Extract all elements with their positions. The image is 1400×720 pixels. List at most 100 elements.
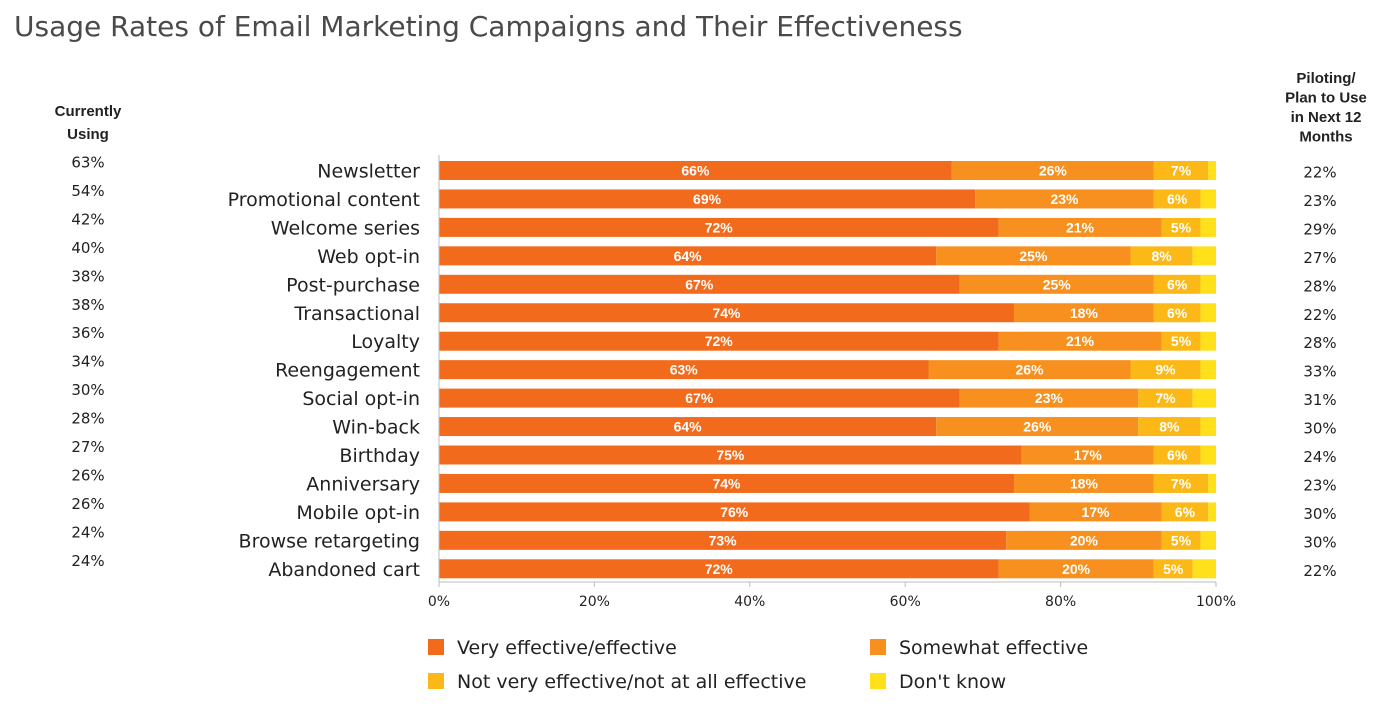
data-label: 73%: [709, 532, 738, 548]
piloting-header: Piloting/Plan to Use in Next 12 Months: [1285, 70, 1367, 146]
currently-using-value: 54%: [71, 182, 104, 200]
data-label: 7%: [1171, 163, 1192, 179]
data-label: 17%: [1082, 504, 1111, 520]
bar-segment: [1200, 303, 1216, 323]
bar-segment: [998, 559, 1154, 579]
data-label: 69%: [693, 191, 722, 207]
bar-segment: [1161, 331, 1201, 351]
bar-segment: [998, 217, 1162, 237]
data-label: 72%: [705, 561, 734, 577]
piloting-value: 22%: [1303, 164, 1336, 182]
data-label: 21%: [1066, 333, 1095, 349]
currently-using-value: 38%: [71, 267, 104, 285]
legend-swatch: [428, 673, 444, 689]
chart-title: Usage Rates of Email Marketing Campaigns…: [14, 10, 963, 43]
bar-segment: [1208, 161, 1216, 180]
bar-segment: [1153, 161, 1209, 180]
data-label: 72%: [705, 333, 734, 349]
bar-segment: [1161, 530, 1201, 550]
x-axis: 0% 20% 40% 60% 80% 100%: [428, 155, 1236, 610]
bar-segment: [1208, 473, 1216, 493]
bar-segment: [439, 246, 937, 266]
bar-segment: [959, 274, 1154, 294]
data-label: 7%: [1171, 475, 1192, 491]
data-label: 76%: [720, 504, 749, 520]
legend-item-label: Very effective/effective: [457, 637, 677, 659]
x-tick-label: 40%: [734, 594, 765, 610]
legend-swatch: [870, 639, 886, 655]
currently-using-header-line: Using: [67, 126, 109, 143]
data-label: 5%: [1171, 532, 1192, 548]
data-label: 5%: [1171, 333, 1192, 349]
currently-using-header-line: Currently: [55, 103, 122, 120]
data-label: 6%: [1167, 276, 1188, 292]
data-label: 26%: [1016, 362, 1045, 378]
data-label: 17%: [1074, 447, 1103, 463]
currently-using-value: 26%: [71, 466, 104, 484]
bar-segment: [439, 473, 1014, 493]
piloting-value: 30%: [1303, 533, 1336, 551]
category-label: Mobile opt-in: [296, 502, 420, 524]
bar-segment: [1153, 473, 1209, 493]
bar-segment: [1200, 530, 1216, 550]
bar-segment: [1192, 388, 1216, 408]
data-label: 6%: [1175, 504, 1196, 520]
currently-using-value: 38%: [71, 296, 104, 314]
bar-segment: [1200, 331, 1216, 351]
category-label: Newsletter: [317, 161, 420, 183]
legend-item-label: Somewhat effective: [899, 637, 1088, 659]
currently-using-value: 26%: [71, 495, 104, 513]
bar-segment: [1130, 246, 1193, 266]
data-label: 20%: [1070, 532, 1099, 548]
legend: Very effective/effective Somewhat effecti…: [428, 637, 1088, 693]
piloting-value: 28%: [1303, 277, 1336, 295]
category-label: Welcome series: [271, 217, 420, 239]
x-tick-label: 20%: [579, 594, 610, 610]
data-label: 18%: [1070, 475, 1099, 491]
x-tick-label: 80%: [1045, 594, 1076, 610]
bar-segment: [928, 360, 1131, 380]
bar-segment: [439, 388, 960, 408]
piloting-value: 27%: [1303, 249, 1336, 267]
piloting-value: 23%: [1303, 476, 1336, 494]
bar-segment: [1200, 189, 1216, 209]
category-label: Social opt-in: [302, 388, 420, 410]
bar-segment: [998, 331, 1162, 351]
data-label: 5%: [1171, 219, 1192, 235]
legend-item-label: Not very effective/not at all effective: [457, 671, 806, 693]
currently-using-header: Currently Using: [55, 103, 122, 143]
piloting-value: 28%: [1303, 334, 1336, 352]
data-label: 26%: [1039, 163, 1068, 179]
data-label: 64%: [674, 248, 703, 264]
bar-segment: [1006, 530, 1162, 550]
legend-swatch: [428, 639, 444, 655]
data-label: 72%: [705, 219, 734, 235]
piloting-value: 33%: [1303, 363, 1336, 381]
piloting-value: 29%: [1303, 220, 1336, 238]
bar-segment: [1208, 502, 1216, 522]
data-label: 67%: [685, 390, 714, 406]
piloting-value: 30%: [1303, 505, 1336, 523]
bar-segment: [1153, 303, 1201, 323]
bar-segment: [1192, 559, 1216, 579]
currently-using-value: 63%: [71, 154, 104, 172]
currently-using-value: 36%: [71, 324, 104, 342]
bar-segment: [1200, 360, 1216, 380]
piloting-value: 22%: [1303, 562, 1336, 580]
bar-segment: [1192, 246, 1216, 266]
bar-segment: [1153, 274, 1201, 294]
category-label: Post-purchase: [286, 274, 420, 296]
bar-segment: [1013, 303, 1154, 323]
piloting-value: 23%: [1303, 192, 1336, 210]
currently-using-value: 24%: [71, 523, 104, 541]
bar-segment: [439, 502, 1030, 522]
data-label: 66%: [681, 163, 710, 179]
bar-segment: [1138, 388, 1193, 408]
bar-segment: [439, 303, 1014, 323]
bar-segment: [439, 274, 960, 294]
piloting-value: 31%: [1303, 391, 1336, 409]
bar-segment: [1200, 274, 1216, 294]
bar-segment: [1153, 559, 1193, 579]
currently-using-value: 27%: [71, 438, 104, 456]
